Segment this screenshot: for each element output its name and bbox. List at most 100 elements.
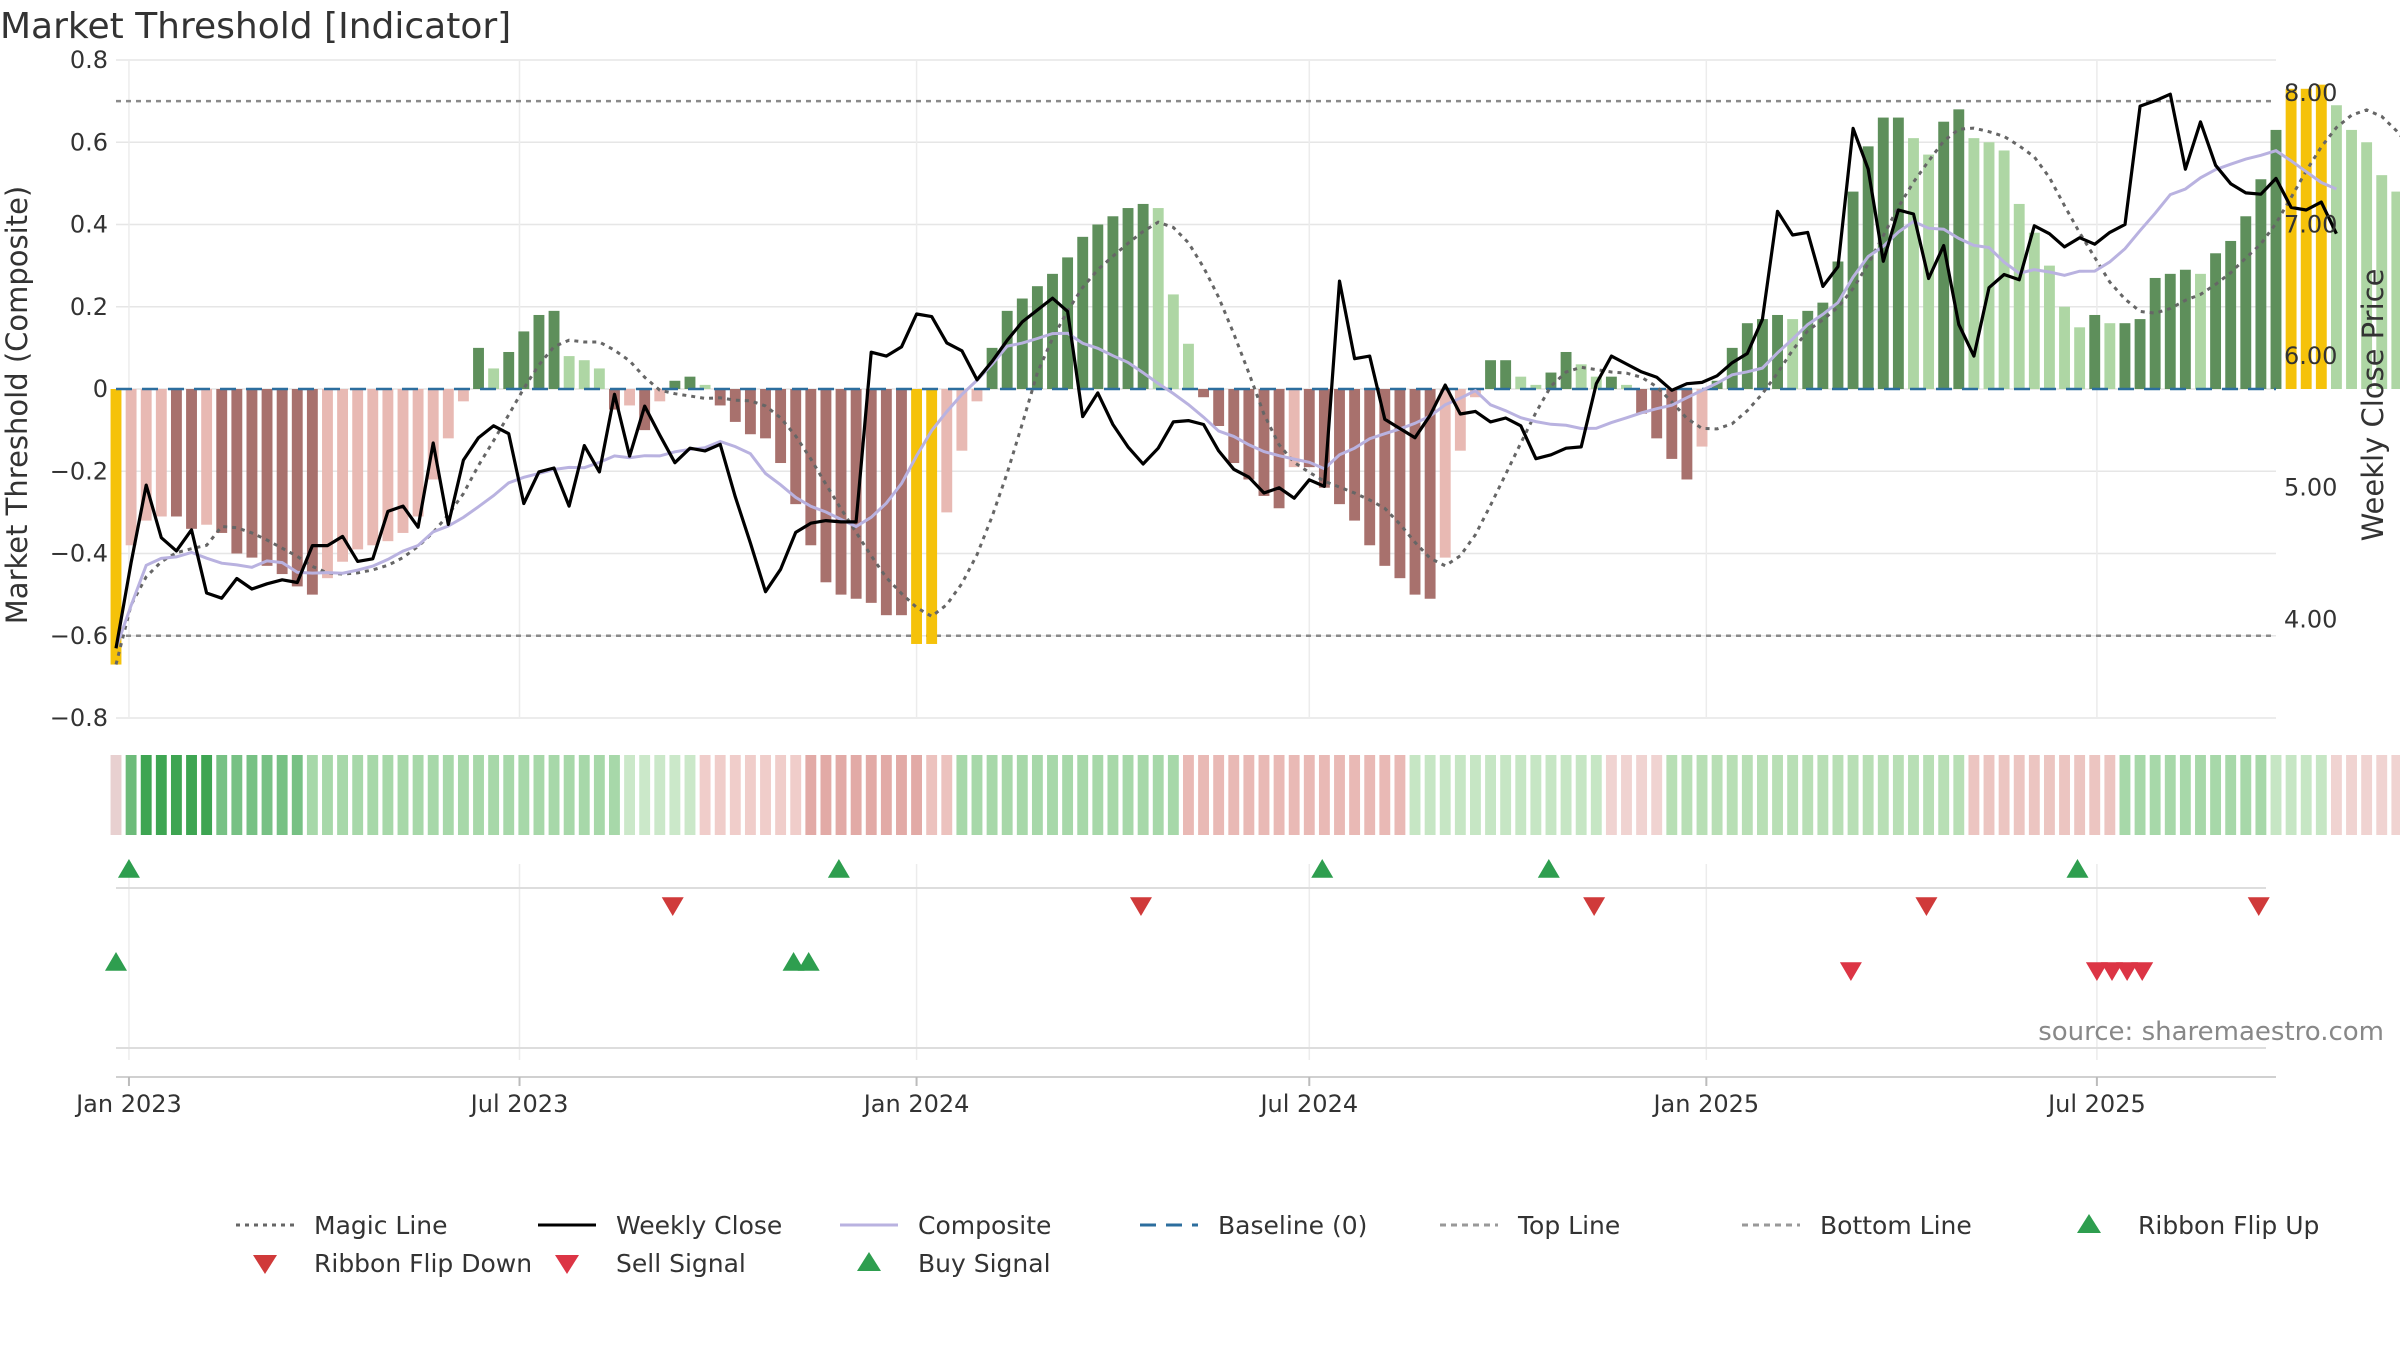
ribbon-cell bbox=[1213, 755, 1225, 835]
composite-bar bbox=[140, 389, 152, 521]
ribbon-cell bbox=[2164, 755, 2176, 835]
composite-bar bbox=[1817, 302, 1829, 389]
ribbon-cell bbox=[503, 755, 515, 835]
ribbon-cell bbox=[2134, 755, 2146, 835]
composite-bar bbox=[231, 389, 243, 554]
composite-bar bbox=[1107, 216, 1119, 389]
ribbon-cell bbox=[1756, 755, 1768, 835]
composite-bar bbox=[1409, 389, 1421, 595]
ribbon-cell bbox=[1439, 755, 1451, 835]
ribbon-cell bbox=[1998, 755, 2010, 835]
composite-bar bbox=[2013, 203, 2025, 389]
ribbon-cell bbox=[442, 755, 454, 835]
ribbon-cell bbox=[1651, 755, 1663, 835]
ribbon-cell bbox=[760, 755, 771, 835]
ribbon-cell bbox=[1198, 755, 1209, 835]
ribbon-cell bbox=[382, 755, 394, 835]
ribbon-cell bbox=[593, 755, 605, 835]
composite-bar bbox=[1454, 389, 1466, 451]
composite-bar bbox=[2074, 327, 2086, 389]
ribbon-cell bbox=[1832, 755, 1844, 835]
composite-bar bbox=[865, 389, 877, 603]
x-axis: Jan 2023 Jul 2023 Jan 2024 Jul 2024 Jan 2025… bbox=[74, 1076, 2276, 1118]
composite-bar bbox=[1183, 343, 1194, 389]
composite-bar bbox=[457, 389, 469, 402]
composite-bar bbox=[1062, 257, 1074, 389]
ribbon-cell bbox=[896, 755, 907, 835]
ribbon-cell bbox=[2043, 755, 2055, 835]
ribbon-cell bbox=[2346, 755, 2357, 835]
composite-bar bbox=[1696, 389, 1708, 447]
legend-label: Ribbon Flip Down bbox=[314, 1249, 532, 1278]
ribbon-cell bbox=[1454, 755, 1466, 835]
sell-signal-marker bbox=[2116, 962, 2139, 981]
composite-bar bbox=[1243, 389, 1255, 480]
ribbon-cell bbox=[427, 755, 439, 835]
ribbon-cell bbox=[1334, 755, 1345, 835]
ribbon-cell bbox=[548, 755, 560, 835]
composite-bar bbox=[2164, 273, 2176, 389]
composite-bar bbox=[1862, 146, 1874, 389]
ribbon-cell bbox=[2330, 755, 2342, 835]
ribbon-cell bbox=[1379, 755, 1391, 835]
composite-bar bbox=[2270, 129, 2282, 389]
buy-signal-marker bbox=[105, 952, 127, 971]
ribbon-cell bbox=[1122, 755, 1134, 835]
ribbon-cell bbox=[1349, 755, 1361, 835]
ribbon-cell bbox=[2225, 755, 2237, 835]
composite-bar bbox=[1167, 294, 1179, 389]
ribbon-cell bbox=[865, 755, 877, 835]
ribbon-cell bbox=[1817, 755, 1829, 835]
composite-bar bbox=[1485, 360, 1496, 389]
composite-bar bbox=[835, 389, 847, 595]
grid-lines bbox=[116, 59, 2276, 1060]
ribbon-cell bbox=[563, 755, 575, 835]
composite-bar bbox=[1349, 389, 1361, 521]
composite-bar bbox=[775, 389, 787, 464]
ribbon-cell bbox=[2179, 755, 2191, 835]
ribbon-cell bbox=[2315, 755, 2327, 835]
composite-bar bbox=[2346, 129, 2357, 389]
composite-bar bbox=[488, 368, 500, 389]
x-tick-label: Jul 2025 bbox=[2046, 1090, 2146, 1118]
ribbon-cell bbox=[412, 755, 424, 835]
composite-bar bbox=[956, 389, 968, 451]
legend-label: Bottom Line bbox=[1820, 1211, 1972, 1240]
sell-signal-marker bbox=[1839, 962, 1862, 981]
ribbon-flip-down-marker bbox=[2247, 897, 2270, 916]
ribbon-cell bbox=[1077, 755, 1089, 835]
ribbon-cell bbox=[473, 755, 484, 835]
composite-line bbox=[114, 149, 2337, 649]
ribbon-cell bbox=[639, 755, 651, 835]
composite-bar bbox=[1756, 319, 1768, 389]
ribbon-cell bbox=[850, 755, 862, 835]
composite-bar bbox=[1636, 389, 1648, 414]
ribbon-cell bbox=[2195, 755, 2206, 835]
ribbon-cell bbox=[2376, 755, 2388, 835]
ribbon-cell bbox=[1590, 755, 1602, 835]
composite-bar bbox=[473, 347, 484, 389]
ribbon-cell bbox=[216, 755, 228, 835]
ribbon-cell bbox=[744, 755, 756, 835]
composite-bar bbox=[2149, 277, 2161, 389]
ribbon-cell bbox=[835, 755, 847, 835]
composite-bar bbox=[216, 389, 228, 533]
ribbon-cell bbox=[1605, 755, 1617, 835]
ribbon-cell bbox=[1062, 755, 1074, 835]
ribbon-cell bbox=[1862, 755, 1874, 835]
y2-tick-label: 7.00 bbox=[2284, 211, 2337, 239]
composite-bar bbox=[1394, 389, 1406, 579]
composite-bar bbox=[1258, 389, 1270, 496]
ribbon-cell bbox=[306, 755, 318, 835]
composite-bar bbox=[760, 389, 771, 439]
y-tick-label: 0.2 bbox=[70, 293, 108, 321]
y2-tick-label: 8.00 bbox=[2284, 79, 2337, 107]
ribbon-cell bbox=[1424, 755, 1436, 835]
ribbon-cell bbox=[1681, 755, 1693, 835]
composite-bar bbox=[548, 310, 560, 389]
ribbon-cell bbox=[1666, 755, 1678, 835]
composite-bar bbox=[1152, 208, 1164, 389]
ribbon-cell bbox=[1726, 755, 1738, 835]
x-tick-label: Jul 2024 bbox=[1258, 1090, 1358, 1118]
composite-bar bbox=[1983, 142, 1995, 389]
